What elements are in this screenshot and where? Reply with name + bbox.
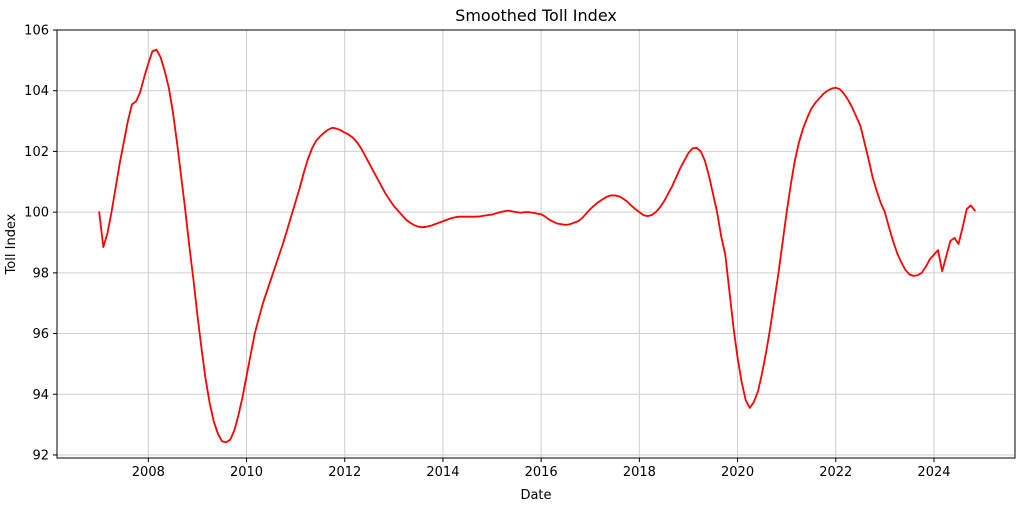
y-tick-label: 100 xyxy=(24,206,49,221)
x-tick-label: 2010 xyxy=(230,465,263,480)
x-tick-label: 2020 xyxy=(721,465,754,480)
x-tick-label: 2018 xyxy=(623,465,656,480)
x-tick-label: 2008 xyxy=(132,465,165,480)
y-tick-label: 104 xyxy=(24,84,49,99)
y-tick-label: 96 xyxy=(32,327,49,342)
x-tick-label: 2024 xyxy=(917,465,950,480)
tick-label-layer: 2008 2010 2012 2014 2016 2018 2020 2022 2024 92 94… xyxy=(24,24,950,481)
y-tick-label: 106 xyxy=(24,24,49,39)
plot-area xyxy=(57,30,1015,458)
axes-border xyxy=(56,29,1016,459)
chart-title: Smoothed Toll Index xyxy=(455,6,617,25)
y-tick-label: 98 xyxy=(32,266,49,281)
x-tick-label: 2014 xyxy=(426,465,459,480)
toll-index-line xyxy=(98,48,976,444)
x-axis-label: Date xyxy=(520,488,551,503)
y-axis-label: Toll Index xyxy=(4,213,19,275)
y-tick-label: 92 xyxy=(32,448,49,463)
x-tick-label: 2022 xyxy=(819,465,852,480)
grid-layer xyxy=(57,29,1015,458)
tick-layer xyxy=(53,29,935,462)
y-tick-label: 94 xyxy=(32,388,49,403)
x-tick-label: 2012 xyxy=(328,465,361,480)
y-tick-label: 102 xyxy=(24,145,49,160)
x-tick-label: 2016 xyxy=(525,465,558,480)
